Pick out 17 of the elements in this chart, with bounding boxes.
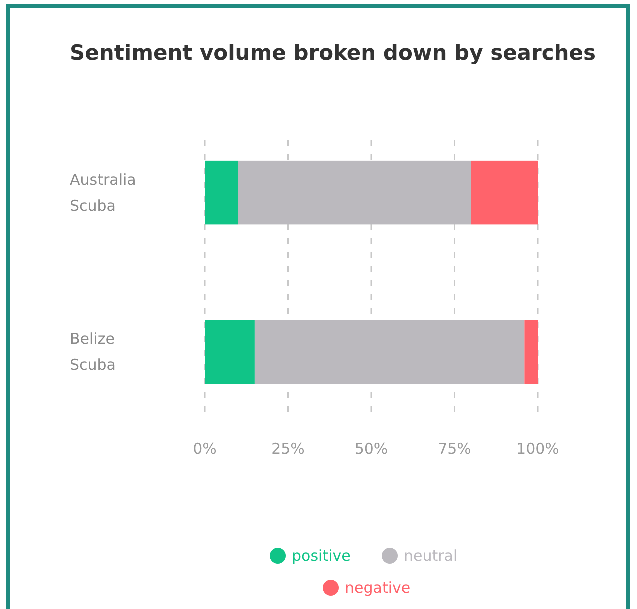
y-tick-label: Belize Scuba — [70, 330, 116, 374]
x-tick-label: 0% — [193, 440, 217, 458]
bar — [238, 160, 472, 225]
x-tick-label: 100% — [516, 440, 560, 458]
x-tick-label: 50% — [354, 440, 388, 458]
bar — [205, 160, 238, 225]
x-tick-label: 25% — [272, 440, 305, 458]
legend-label: negative — [345, 579, 411, 597]
bar — [471, 160, 538, 225]
legend-label: positive — [292, 547, 351, 565]
legend-label: neutral — [404, 547, 458, 565]
chart-title: Sentiment volume broken down by searches — [70, 41, 596, 65]
bar — [524, 320, 538, 384]
y-tick-label: Australia Scuba — [70, 170, 136, 215]
bar — [254, 320, 525, 384]
bar — [205, 320, 255, 384]
x-tick-label: 75% — [438, 440, 472, 458]
